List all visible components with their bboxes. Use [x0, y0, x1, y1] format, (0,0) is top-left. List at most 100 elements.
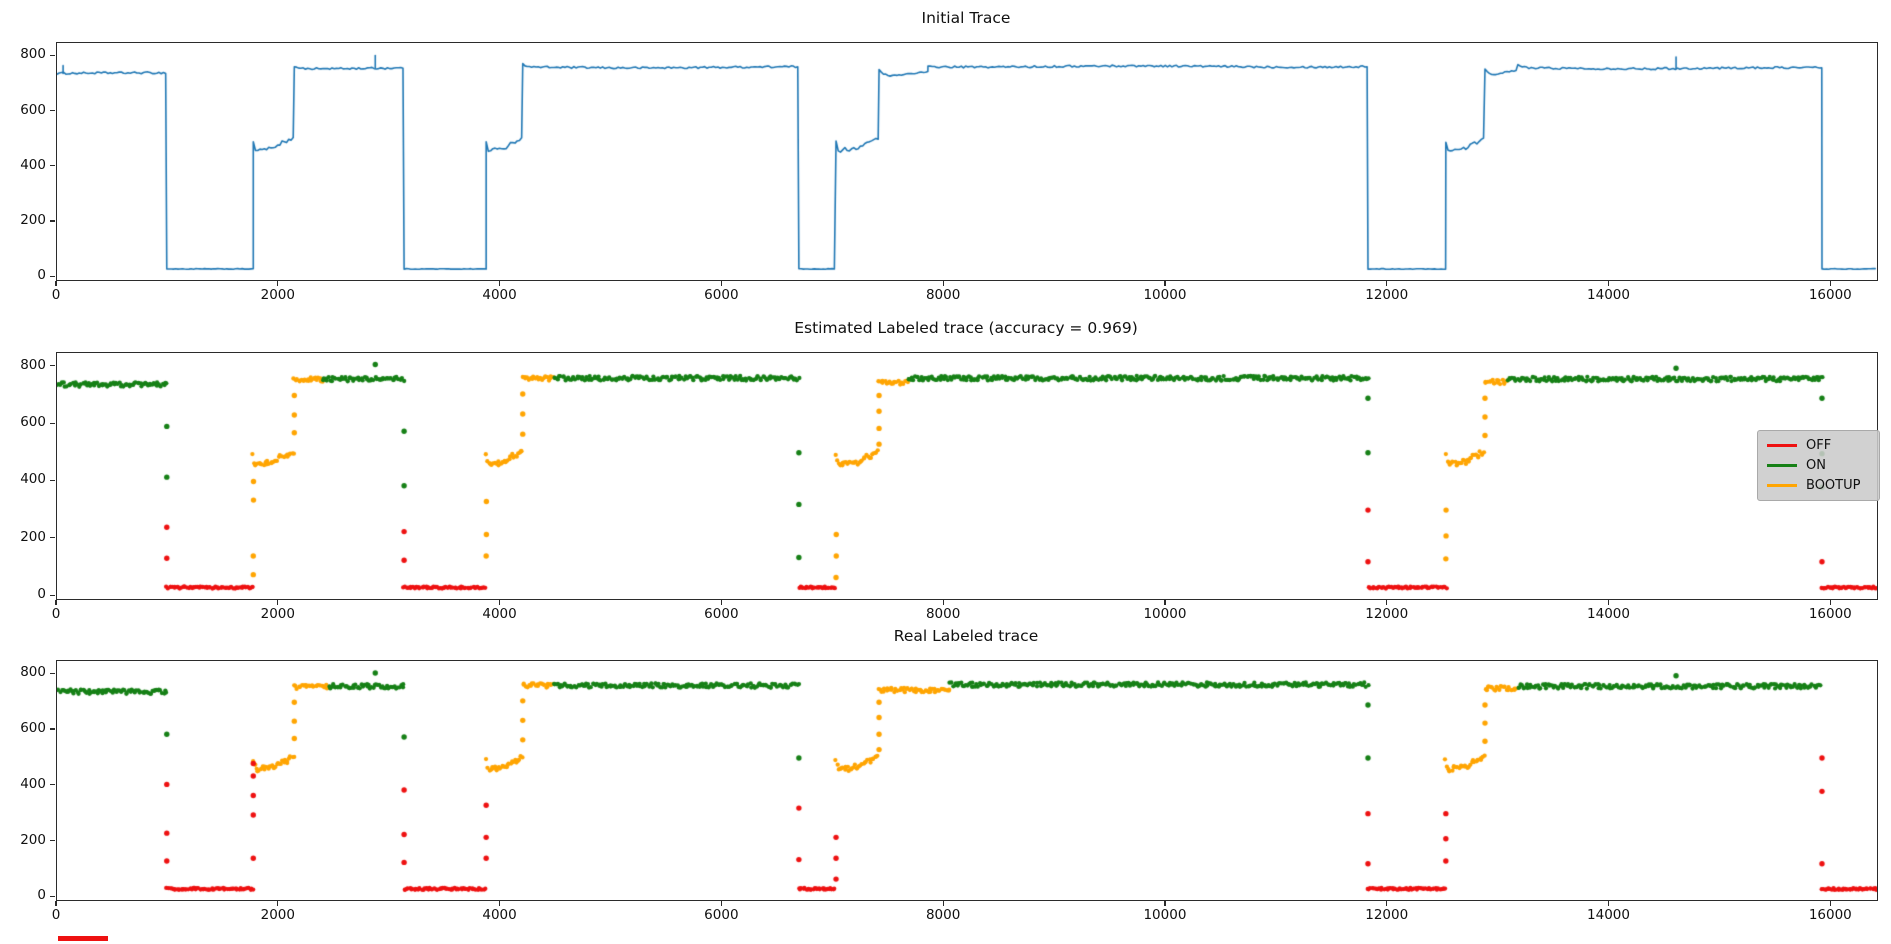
y-tick-label: 400 — [20, 471, 46, 488]
legend-row-bootup: BOOTUP — [1767, 478, 1870, 493]
x-tick-label: 16000 — [1808, 907, 1852, 923]
y-tick-mark — [50, 672, 55, 674]
x-tick-label: 8000 — [925, 606, 961, 622]
y-tick-mark — [50, 594, 55, 596]
x-tick-mark — [277, 599, 279, 605]
legend-row-on: ON — [1767, 458, 1870, 473]
y-tick-label: 200 — [20, 831, 46, 848]
x-tick-mark — [1607, 599, 1610, 605]
y-tick-label: 800 — [20, 664, 46, 681]
y-tick-label: 200 — [20, 528, 46, 545]
x-tick-mark — [1386, 599, 1388, 605]
x-tick-label: 16000 — [1808, 287, 1852, 303]
x-tick-label: 6000 — [704, 287, 739, 303]
x-tick-mark — [1386, 900, 1388, 906]
y-tick-mark — [50, 275, 55, 277]
y-tick-mark — [50, 220, 55, 222]
x-tick-mark — [1386, 280, 1388, 286]
x-tick-mark — [1829, 599, 1831, 605]
x-tick-mark — [277, 900, 279, 906]
legend: OFF ON BOOTUP — [1757, 430, 1880, 501]
x-tick-label: 12000 — [1365, 907, 1409, 923]
y-tick-mark — [50, 537, 55, 539]
x-tick-label: 2000 — [260, 606, 295, 622]
y-tick-label: 800 — [20, 356, 46, 373]
y-tick-mark — [50, 165, 55, 167]
legend-on-line-swatch — [1767, 464, 1797, 467]
y-tick-label: 600 — [20, 414, 46, 431]
x-tick-label: 0 — [51, 606, 61, 622]
y-tick-label: 400 — [20, 156, 46, 173]
x-tick-label: 0 — [51, 287, 61, 303]
x-tick-label: 6000 — [704, 907, 739, 923]
y-tick-mark — [50, 784, 55, 786]
x-tick-mark — [942, 599, 944, 605]
x-tick-label: 12000 — [1365, 606, 1409, 622]
y-tick-mark — [50, 109, 55, 112]
legend-label-bootup: BOOTUP — [1806, 478, 1861, 493]
y-tick-mark — [50, 422, 55, 424]
x-tick-mark — [1607, 280, 1610, 286]
plot2-axes — [56, 352, 1878, 600]
plot1-axes — [56, 42, 1878, 281]
partial-fourth-plot-red-trace — [58, 936, 108, 941]
plot3-axes — [56, 660, 1878, 901]
plot1-title: Initial Trace — [921, 9, 1011, 27]
x-tick-mark — [1164, 280, 1166, 286]
x-tick-label: 4000 — [482, 606, 517, 622]
x-tick-mark — [1607, 900, 1610, 906]
y-tick-mark — [50, 479, 55, 482]
x-tick-label: 10000 — [1143, 606, 1187, 622]
legend-off-line-swatch — [1767, 444, 1797, 447]
x-tick-mark — [942, 900, 944, 906]
plot3-title: Real Labeled trace — [893, 627, 1039, 645]
x-tick-mark — [277, 280, 279, 286]
x-tick-label: 8000 — [925, 287, 961, 303]
x-tick-mark — [55, 900, 57, 906]
x-tick-mark — [1829, 900, 1831, 906]
x-tick-label: 0 — [51, 907, 61, 923]
x-tick-mark — [720, 900, 722, 906]
x-tick-label: 2000 — [260, 907, 295, 923]
y-tick-label: 600 — [20, 101, 46, 118]
x-tick-mark — [498, 280, 501, 286]
y-tick-label: 0 — [37, 267, 46, 284]
x-tick-mark — [55, 280, 57, 286]
x-tick-label: 6000 — [704, 606, 739, 622]
y-tick-mark — [50, 895, 55, 897]
y-tick-label: 600 — [20, 720, 46, 737]
y-tick-label: 800 — [20, 46, 46, 63]
x-tick-mark — [942, 280, 944, 286]
plot3-trace-canvas — [57, 661, 1877, 900]
x-tick-mark — [1164, 599, 1166, 605]
x-tick-label: 4000 — [482, 287, 517, 303]
y-tick-mark — [50, 54, 55, 56]
legend-bootup-line-swatch — [1767, 484, 1797, 487]
y-tick-label: 400 — [20, 775, 46, 792]
legend-label-on: ON — [1806, 458, 1826, 473]
x-tick-label: 10000 — [1143, 907, 1187, 923]
x-tick-label: 14000 — [1587, 606, 1630, 622]
x-tick-mark — [720, 280, 722, 286]
x-tick-label: 8000 — [925, 907, 961, 923]
x-tick-mark — [720, 599, 722, 605]
x-tick-label: 10000 — [1143, 287, 1187, 303]
x-tick-label: 14000 — [1587, 287, 1630, 303]
x-tick-mark — [498, 599, 501, 605]
x-tick-mark — [55, 599, 57, 605]
y-tick-mark — [50, 365, 55, 367]
y-tick-mark — [50, 728, 55, 730]
plot2-trace-canvas — [57, 353, 1877, 599]
plot2-title: Estimated Labeled trace (accuracy = 0.96… — [794, 319, 1138, 337]
x-tick-mark — [1164, 900, 1166, 906]
x-tick-label: 2000 — [260, 287, 295, 303]
legend-row-off: OFF — [1767, 438, 1870, 453]
x-tick-label: 12000 — [1365, 287, 1409, 303]
x-tick-label: 14000 — [1587, 907, 1630, 923]
plot1-trace-canvas — [57, 43, 1877, 280]
y-tick-mark — [50, 839, 55, 842]
y-tick-label: 0 — [37, 887, 46, 904]
y-tick-label: 0 — [37, 586, 46, 603]
legend-label-off: OFF — [1806, 438, 1832, 453]
